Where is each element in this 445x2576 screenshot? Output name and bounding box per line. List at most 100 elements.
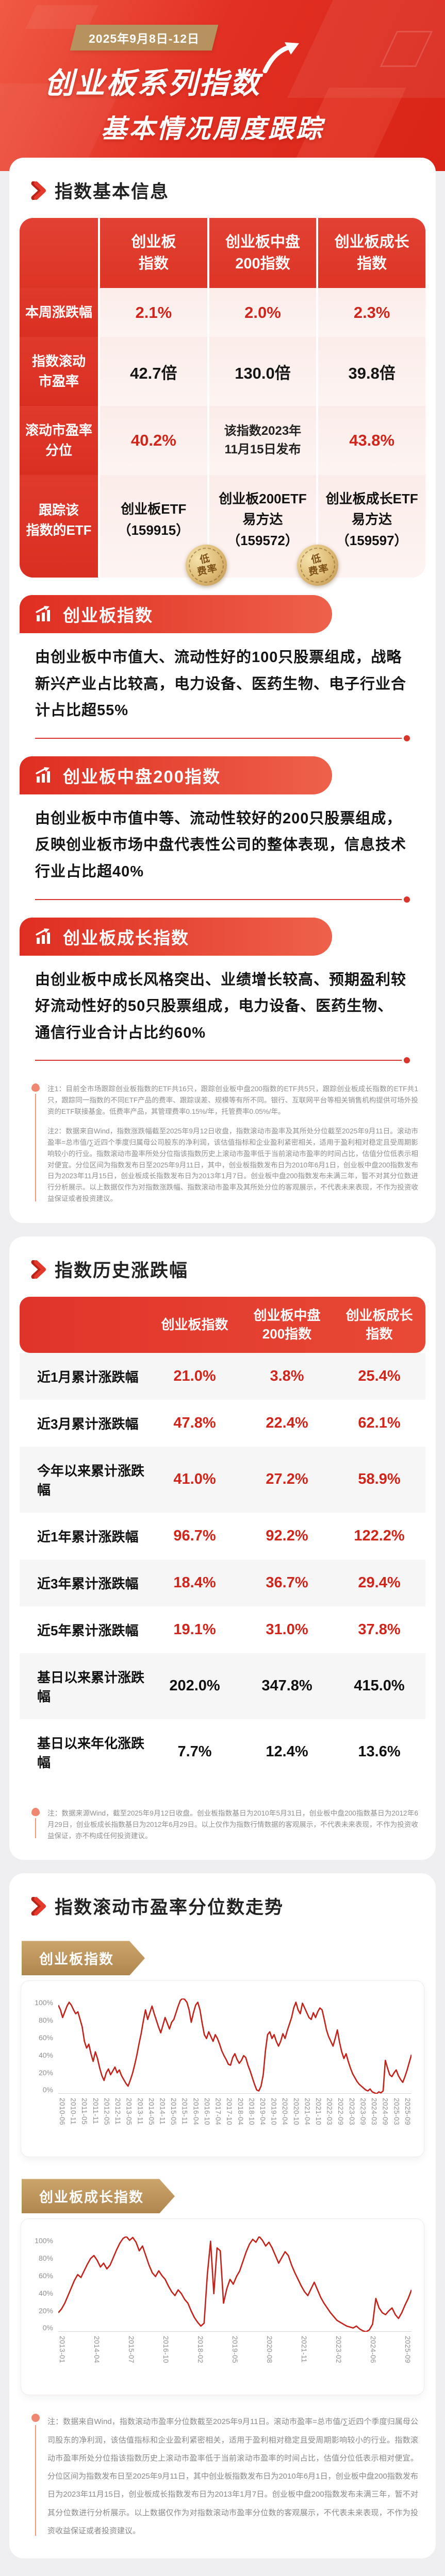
table-cell: 21.0% (173, 1367, 216, 1384)
divider-line (35, 896, 410, 903)
bar-chart-arrow-icon (36, 767, 50, 783)
table-cell: 122.2% (354, 1527, 405, 1544)
chart-badge-growth: 创业板成长指数 (22, 2179, 175, 2213)
table-cell: 36.7% (266, 1574, 308, 1591)
row-label: 近5年累计涨跌幅 (37, 1622, 139, 1638)
index-card-header: 创业板中盘200指数 (20, 756, 332, 794)
pe-percentile-line (58, 1998, 411, 2094)
basic-info-notes: 注1：目前全市场跟踪创业板指数的ETF共16只，跟踪创业板中盘200指数的ETF… (30, 1083, 418, 1205)
x-axis-labels: 2010-06 2010-11 2011-05 2011-11 2012-05 2012-… (58, 2098, 411, 2126)
table-cell: 3.8% (270, 1367, 304, 1384)
column-header: 创业板中盘 200指数 (209, 218, 317, 289)
table-row: 近5年累计涨跌幅 19.1% 31.0% 37.8% (20, 1606, 425, 1653)
index-desc-card-growth: 创业板成长指数 由创业板中成长风格突出、业绩增长较高、预期盈利较好流动性好的50… (20, 917, 425, 1064)
seal-text: 低 (310, 553, 323, 566)
hero-banner: 2025年9月8日-12日 创业板系列指数 基本情况周度跟踪 (0, 0, 445, 171)
x-axis-labels: 2013-01 2014-04 2015-07 2016-10 2018-02 2019-… (58, 2336, 411, 2364)
note: 注：数据来自Wind，指数滚动市盈率分位数截至2025年9月11日。滚动市盈率=… (47, 2417, 418, 2535)
column-header: 创业板指数 (161, 1317, 228, 1333)
table-cell: 该指数2023年 11月15日发布 (209, 406, 317, 476)
divider-line (35, 1057, 410, 1064)
history-table-header: 创业板指数 创业板中盘 200指数 创业板成长 指数 (20, 1297, 425, 1353)
note: 注：数据来源Wind，截至2025年9月12日收盘。创业板指数基日为2010年5… (47, 1809, 418, 1840)
column-header: 创业板中盘 200指数 (253, 1308, 321, 1342)
index-desc-card-mid200: 创业板中盘200指数 由创业板中市值中等、流动性较好的200只股票组成，反映创业… (20, 756, 425, 903)
basic-info-section-header: 指数基本信息 (20, 177, 425, 204)
chevron-right-icon (31, 1260, 46, 1279)
pe-chart-chinext: 100% 80% 60% 40% 20% 0% 2010-06 2010-11 2011-05… (21, 1980, 424, 2158)
table-cell: 19.1% (173, 1621, 216, 1638)
seal-text: 低 (199, 553, 211, 566)
pe-trend-card: 指数滚动市盈率分位数走势 创业板指数 100% 80% 60% 40% 20% 0% 20… (9, 1873, 436, 2559)
table-cell: 130.0倍 (209, 337, 317, 406)
index-card-title: 创业板中盘200指数 (63, 767, 221, 786)
table-cell: 43.8% (318, 406, 425, 476)
pe-chart-growth: 100% 80% 60% 40% 20% 0% 2013-01 2014-04 2015-07… (21, 2218, 424, 2396)
page-subtitle: 基本情况周度跟踪 (101, 114, 324, 143)
table-corner-cell (20, 218, 98, 289)
table-row: 近1月累计涨跌幅 21.0% 3.8% 25.4% (20, 1352, 425, 1400)
table-cell: 47.8% (173, 1414, 216, 1431)
table-cell: 39.8倍 (318, 337, 425, 406)
table-cell: 创业板ETF （159915） (100, 475, 207, 578)
row-label: 基日以来累计涨跌幅 (37, 1669, 145, 1704)
note-2: 注2：数据来自Wind，指数涨跌幅截至2025年9月12日收盘，指数滚动市盈率及… (47, 1127, 418, 1203)
table-cell: 2.1% (100, 288, 207, 337)
column-header: 创业板 指数 (100, 218, 207, 289)
table-row: 基日以来年化涨跌幅 7.7% 12.4% 13.6% (20, 1719, 425, 1785)
history-note: 注：数据来源Wind，截至2025年9月12日收盘。创业板指数基日为2010年5… (30, 1807, 418, 1842)
table-row: 今年以来累计涨跌幅 41.0% 27.2% 58.9% (20, 1446, 425, 1513)
table-cell: 40.2% (100, 406, 207, 476)
page-title: 创业板系列指数 (44, 67, 261, 100)
y-axis-labels: 100% 80% 60% 40% 20% 0% (35, 1998, 53, 2094)
row-label: 近1月累计涨跌幅 (37, 1369, 139, 1385)
index-card-title: 创业板成长指数 (63, 928, 189, 947)
index-card-title: 创业板指数 (63, 605, 153, 625)
date-badge: 2025年9月8日-12日 (70, 25, 219, 50)
history-table: 创业板指数 创业板中盘 200指数 创业板成长 指数 近1月累计涨跌幅 21.0… (20, 1297, 425, 1785)
index-card-header: 创业板成长指数 (20, 917, 332, 956)
bar-chart-arrow-icon (36, 928, 50, 944)
chevron-right-icon (31, 1896, 46, 1916)
row-label: 近1年累计涨跌幅 (37, 1529, 139, 1545)
row-label: 基日以来年化涨跌幅 (37, 1735, 145, 1770)
history-section-header: 指数历史涨跌幅 (20, 1256, 425, 1282)
pe-percentile-line (58, 2236, 411, 2332)
table-cell: 415.0% (354, 1677, 405, 1694)
chevron-right-icon (31, 181, 46, 200)
history-card: 指数历史涨跌幅 创业板指数 创业板中盘 200指数 创业板成长 指数 近1月累计… (9, 1236, 436, 1860)
basic-info-card: 指数基本信息 创业板 指数 创业板中盘 200指数 创业板成长 指数 本周涨跌幅… (9, 158, 436, 1224)
divider-line (35, 735, 410, 741)
line-plot (58, 2236, 411, 2332)
table-cell: 2.3% (318, 288, 425, 337)
table-cell: 2.0% (209, 288, 317, 337)
column-header: 创业板成长 指数 (345, 1308, 413, 1342)
table-row: 近3年累计涨跌幅 18.4% 36.7% 29.4% (20, 1559, 425, 1606)
table-cell: 58.9% (358, 1471, 401, 1488)
row-label: 跟踪该 指数的ETF (20, 475, 98, 578)
table-row: 基日以来累计涨跌幅 202.0% 347.8% 415.0% (20, 1653, 425, 1719)
bar-chart-arrow-icon (36, 605, 50, 621)
table-row: 近3月累计涨跌幅 47.8% 22.4% 62.1% (20, 1400, 425, 1447)
table-cell: 12.4% (266, 1743, 308, 1760)
seal-text: 费率 (196, 563, 219, 578)
table-cell: 202.0% (169, 1677, 220, 1694)
table-cell: 13.6% (358, 1743, 401, 1760)
note-1: 注1：目前全市场跟踪创业板指数的ETF共16只，跟踪创业板中盘200指数的ETF… (47, 1085, 418, 1116)
table-cell: 37.8% (358, 1621, 401, 1638)
table-cell: 92.2% (266, 1527, 308, 1544)
table-cell: 27.2% (266, 1471, 308, 1488)
basic-info-table: 创业板 指数 创业板中盘 200指数 创业板成长 指数 本周涨跌幅 2.1% 2… (20, 218, 425, 590)
table-cell: 41.0% (173, 1471, 216, 1488)
table-cell: 29.4% (358, 1574, 401, 1591)
table-cell: 96.7% (173, 1527, 216, 1544)
table-cell: 42.7倍 (100, 337, 207, 406)
column-header: 创业板成长 指数 (318, 218, 425, 289)
section-title: 指数基本信息 (55, 182, 170, 202)
section-title: 指数历史涨跌幅 (55, 1261, 189, 1281)
index-card-header: 创业板指数 (20, 595, 332, 633)
row-label: 滚动市盈率 分位 (20, 406, 98, 476)
table-cell: 22.4% (266, 1414, 308, 1431)
line-plot (58, 1998, 411, 2094)
rising-arrow-icon (262, 42, 299, 73)
